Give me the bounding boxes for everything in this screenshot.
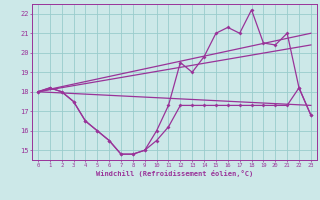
X-axis label: Windchill (Refroidissement éolien,°C): Windchill (Refroidissement éolien,°C) [96,170,253,177]
